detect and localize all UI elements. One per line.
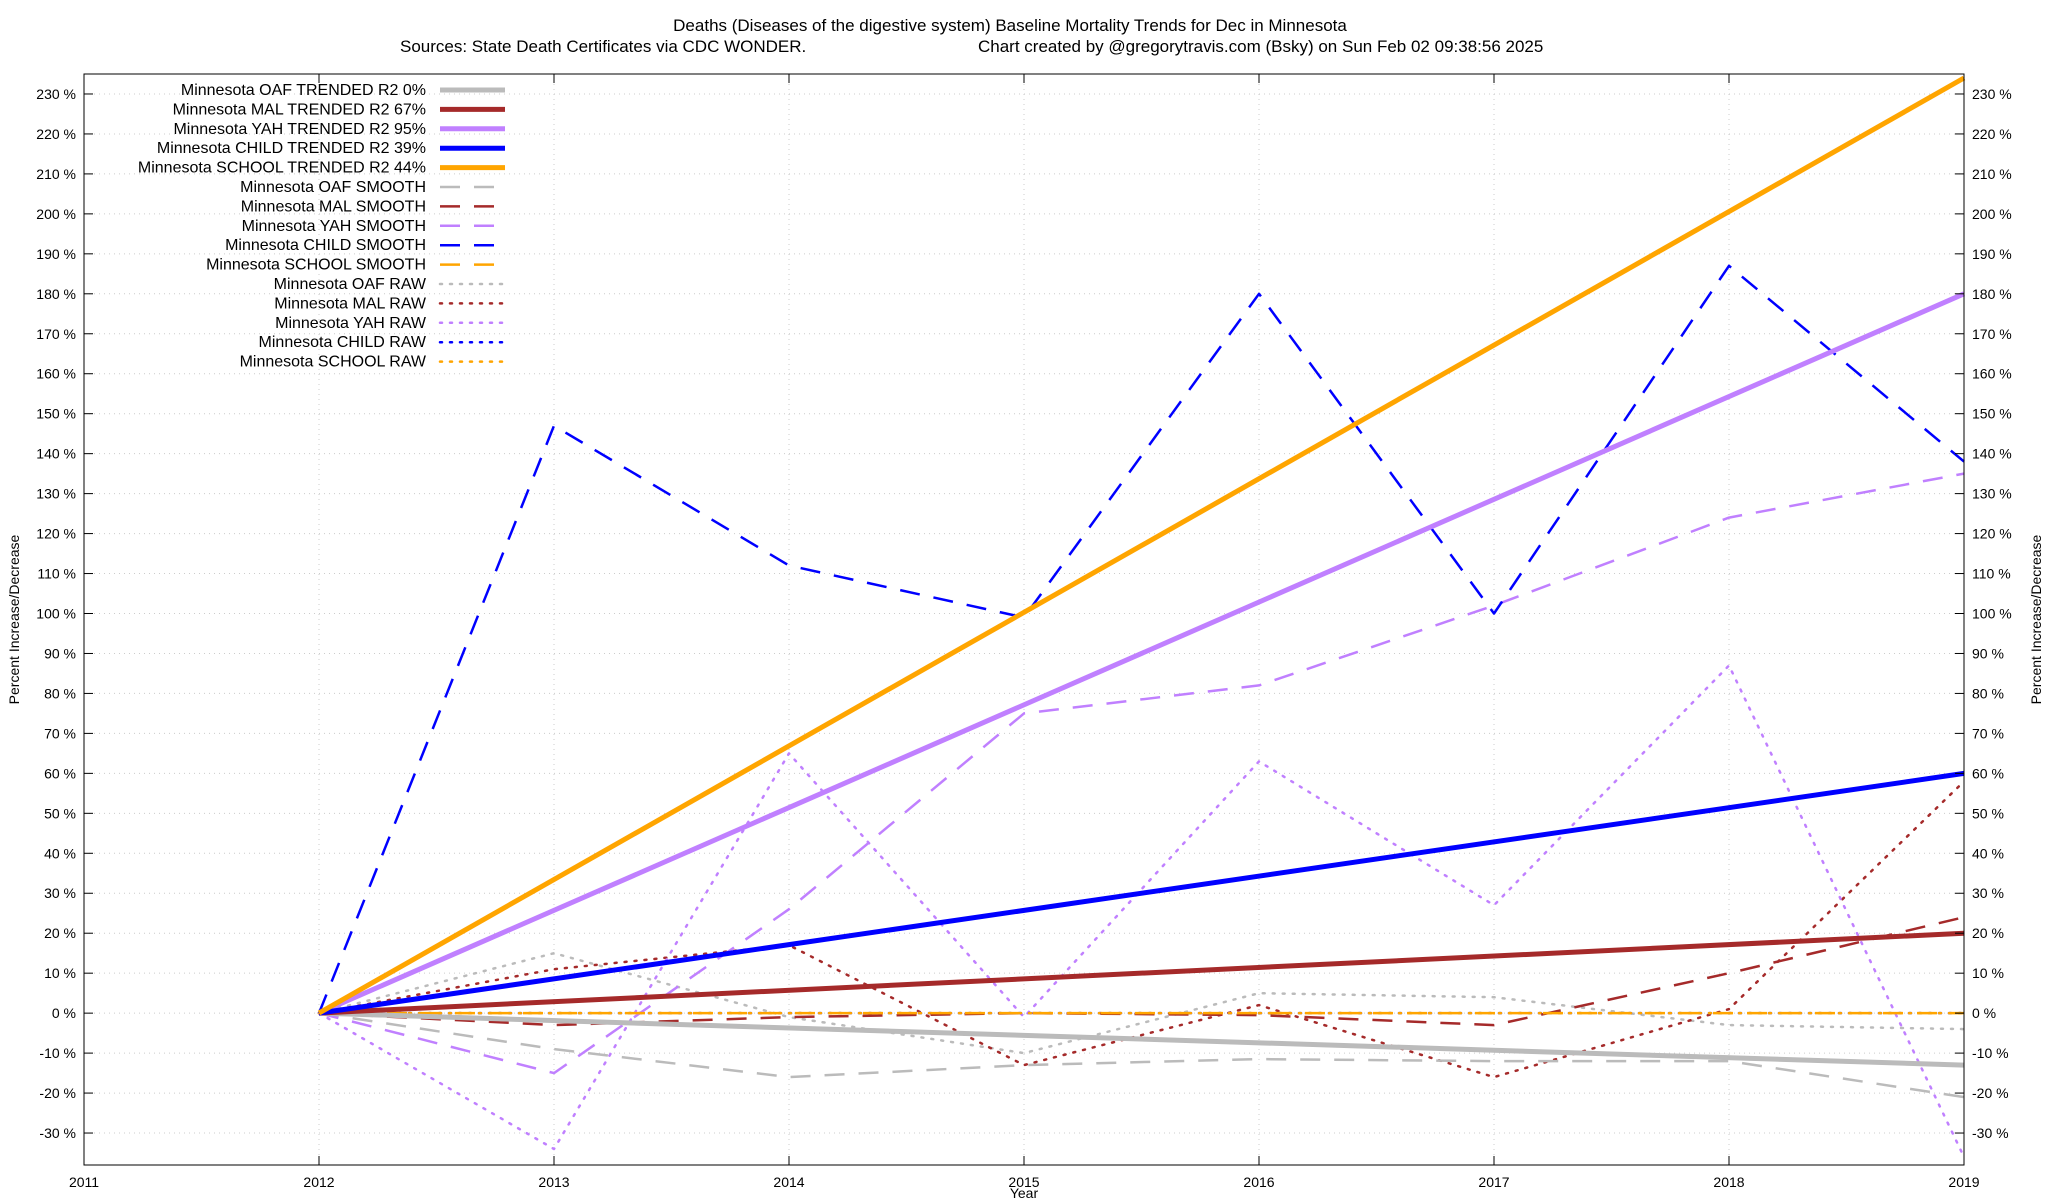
legend-label: Minnesota MAL TRENDED R2 67% (173, 101, 426, 118)
y-tick-label-right: 120 % (1972, 526, 2012, 542)
legend-label: Minnesota CHILD RAW (259, 334, 427, 351)
y-tick-label-right: 30 % (1972, 885, 2004, 901)
y-tick-label-right: 0 % (1972, 1005, 1996, 1021)
x-tick-label: 2012 (303, 1174, 334, 1190)
y-axis-label: Percent Increase/Decrease (6, 534, 22, 704)
y-tick-label-right: -10 % (1972, 1045, 2009, 1061)
x-tick-label: 2013 (538, 1174, 569, 1190)
y-tick-label-right: 60 % (1972, 765, 2004, 781)
chart-subtitle-sources: Sources: State Death Certificates via CD… (400, 37, 806, 56)
y-tick-label-right: 70 % (1972, 725, 2004, 741)
y-tick-label-right: 140 % (1972, 446, 2012, 462)
series-line-minnesota-yah-trended-r2-95 (317, 291, 1966, 1016)
legend-label: Minnesota MAL RAW (274, 295, 427, 312)
series-line-minnesota-school-trended-r2-44 (317, 75, 1966, 1016)
legend: Minnesota OAF TRENDED R2 0% Minnesota MAL… (138, 82, 507, 371)
y-tick-label: 130 % (36, 486, 76, 502)
legend-label: Minnesota MAL SMOOTH (241, 198, 426, 215)
series-line-minnesota-oaf-smooth (318, 1011, 1965, 1099)
y-tick-label: 190 % (36, 246, 76, 262)
y-tick-label-right: 180 % (1972, 286, 2012, 302)
y-tick-label: 140 % (36, 446, 76, 462)
chart-subtitle-credit: Chart created by @gregorytravis.com (Bsk… (978, 37, 1543, 56)
plot-series (317, 75, 1966, 1159)
y-tick-label: 100 % (36, 606, 76, 622)
series-line-minnesota-yah-raw (317, 664, 1966, 1159)
series-line-minnesota-mal-trended-r2-67 (318, 930, 1965, 1016)
y-tick-label-right: 50 % (1972, 805, 2004, 821)
y-tick-label-right: 150 % (1972, 406, 2012, 422)
y-tick-label: 0 % (52, 1005, 76, 1021)
y-tick-label: 170 % (36, 326, 76, 342)
y-tick-label: 70 % (44, 725, 76, 741)
y-tick-label: 90 % (44, 645, 76, 661)
y-tick-label: 10 % (44, 965, 76, 981)
y-axis-label-right: Percent Increase/Decrease (2028, 534, 2044, 704)
y-tick-label-right: 170 % (1972, 326, 2012, 342)
series-line-minnesota-oaf-raw (317, 951, 1966, 1055)
y-tick-label: -20 % (39, 1085, 76, 1101)
y-tick-label: 220 % (36, 126, 76, 142)
series-line-minnesota-child-smooth (317, 264, 1965, 1014)
y-tick-label: 80 % (44, 685, 76, 701)
y-tick-label: 200 % (36, 206, 76, 222)
x-tick-label: 2018 (1713, 1174, 1744, 1190)
x-tick-label: 2011 (69, 1174, 99, 1190)
y-tick-label-right: 20 % (1972, 925, 2004, 941)
series-line-minnesota-oaf-trended-r2-0 (318, 1010, 1965, 1068)
y-tick-label: 30 % (44, 885, 76, 901)
y-tick-label: 110 % (37, 566, 76, 582)
series-line-minnesota-mal-raw (317, 780, 1966, 1079)
legend-label: Minnesota YAH RAW (275, 315, 427, 332)
legend-label: Minnesota CHILD TRENDED R2 39% (157, 140, 426, 157)
y-tick-label: 60 % (44, 765, 76, 781)
y-tick-label: -30 % (39, 1125, 76, 1141)
y-tick-label: 210 % (36, 166, 76, 182)
y-tick-label: 20 % (44, 925, 76, 941)
y-tick-label-right: 210 % (1972, 166, 2012, 182)
y-tick-label-right: 160 % (1972, 366, 2012, 382)
x-tick-label: 2014 (773, 1174, 804, 1190)
legend-label: Minnesota OAF TRENDED R2 0% (181, 82, 426, 99)
series-line-minnesota-child-trended-r2-39 (318, 770, 1965, 1016)
y-tick-label-right: 230 % (1972, 86, 2012, 102)
legend-label: Minnesota YAH SMOOTH (242, 218, 426, 235)
y-tick-label-right: 40 % (1972, 845, 2004, 861)
x-axis-label: Year (1010, 1185, 1039, 1200)
y-tick-label-right: 110 % (1972, 566, 2011, 582)
y-tick-label: 150 % (36, 406, 76, 422)
axis-ticks: -30 % -30 % -20 % -20 % -10 % -10 % 0 % 0 % 10 %… (36, 74, 2012, 1190)
y-tick-label-right: 90 % (1972, 645, 2004, 661)
legend-label: Minnesota OAF SMOOTH (240, 179, 426, 196)
x-tick-label: 2016 (1243, 1174, 1274, 1190)
y-tick-label: 50 % (44, 805, 76, 821)
y-tick-label: -10 % (39, 1045, 76, 1061)
x-tick-label: 2015 (1008, 1174, 1039, 1190)
legend-label: Minnesota SCHOOL SMOOTH (206, 257, 426, 274)
y-tick-label-right: 190 % (1972, 246, 2012, 262)
x-tick-label: 2017 (1478, 1174, 1509, 1190)
y-tick-label-right: 200 % (1972, 206, 2012, 222)
legend-label: Minnesota SCHOOL RAW (240, 354, 427, 371)
y-tick-label-right: 80 % (1972, 685, 2004, 701)
y-tick-label: 40 % (44, 845, 76, 861)
x-tick-label: 2019 (1948, 1174, 1979, 1190)
chart-title: Deaths (Diseases of the digestive system… (673, 16, 1347, 35)
y-tick-label: 160 % (36, 366, 76, 382)
y-tick-label-right: -20 % (1972, 1085, 2009, 1101)
y-tick-label: 120 % (36, 526, 76, 542)
y-tick-label: 230 % (36, 86, 76, 102)
y-tick-label-right: 130 % (1972, 486, 2012, 502)
legend-label: Minnesota YAH TRENDED R2 95% (173, 121, 426, 138)
series-line-minnesota-yah-smooth (318, 472, 1965, 1075)
y-tick-label: 180 % (36, 286, 76, 302)
legend-label: Minnesota OAF RAW (274, 276, 427, 293)
legend-label: Minnesota SCHOOL TRENDED R2 44% (138, 160, 426, 177)
y-tick-label-right: 100 % (1972, 606, 2012, 622)
y-tick-label-right: 220 % (1972, 126, 2012, 142)
y-tick-label-right: -30 % (1972, 1125, 2009, 1141)
legend-label: Minnesota CHILD SMOOTH (225, 237, 426, 254)
y-tick-label-right: 10 % (1972, 965, 2004, 981)
